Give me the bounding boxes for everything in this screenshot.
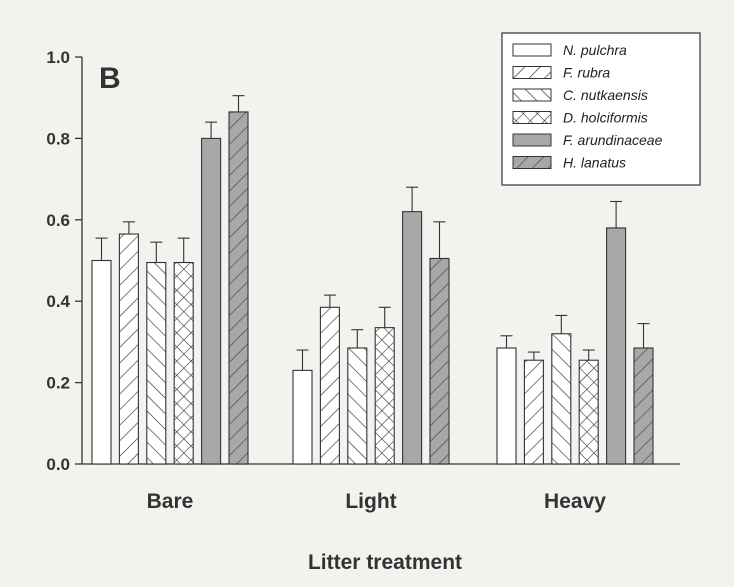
legend-label: F. arundinaceae (563, 132, 663, 148)
legend-label: N. pulchra (563, 42, 627, 58)
legend-swatch (512, 66, 552, 79)
bar (429, 257, 450, 465)
bar (292, 369, 313, 465)
bar (319, 306, 340, 465)
legend-swatch (512, 111, 552, 124)
category-label: Bare (147, 490, 194, 513)
legend-label: F. rubra (563, 65, 610, 81)
bar (118, 233, 139, 465)
legend-swatch (512, 156, 552, 169)
bar (201, 137, 222, 465)
bar (91, 259, 112, 465)
x-axis-label: Litter treatment (308, 551, 462, 574)
legend-swatch (512, 43, 552, 57)
bar (523, 359, 544, 465)
category-label: Heavy (544, 490, 606, 513)
category-label: Light (345, 490, 396, 513)
y-tick-label: 0.6 (46, 211, 70, 230)
legend: N. pulchra F. rubra C. nutkaensis D. holcif… (501, 32, 701, 186)
y-ticks: 0.0 0.2 0.4 0.6 0.8 1.0 (46, 48, 82, 474)
bar (402, 211, 423, 465)
bar (578, 359, 599, 465)
y-tick-label: 0.4 (46, 292, 70, 311)
bar (551, 333, 572, 465)
category-labels: Bare Light Heavy (147, 490, 607, 513)
panel-label: B (99, 62, 121, 95)
legend-label: H. lanatus (563, 155, 626, 171)
bar (146, 261, 167, 465)
legend-label: C. nutkaensis (563, 87, 648, 103)
legend-swatch (512, 133, 552, 147)
bar (347, 347, 368, 465)
y-tick-label: 0.0 (46, 455, 70, 474)
bars (91, 95, 654, 465)
bar (374, 327, 395, 465)
bar (633, 347, 654, 465)
bar (228, 111, 249, 465)
legend-swatch (512, 88, 552, 102)
legend-label: D. holciformis (563, 110, 648, 126)
bar (606, 227, 627, 465)
y-tick-label: 0.8 (46, 129, 70, 148)
y-tick-label: 1.0 (46, 48, 70, 67)
bar (173, 261, 194, 465)
y-tick-label: 0.2 (46, 374, 70, 393)
bar (496, 347, 517, 465)
